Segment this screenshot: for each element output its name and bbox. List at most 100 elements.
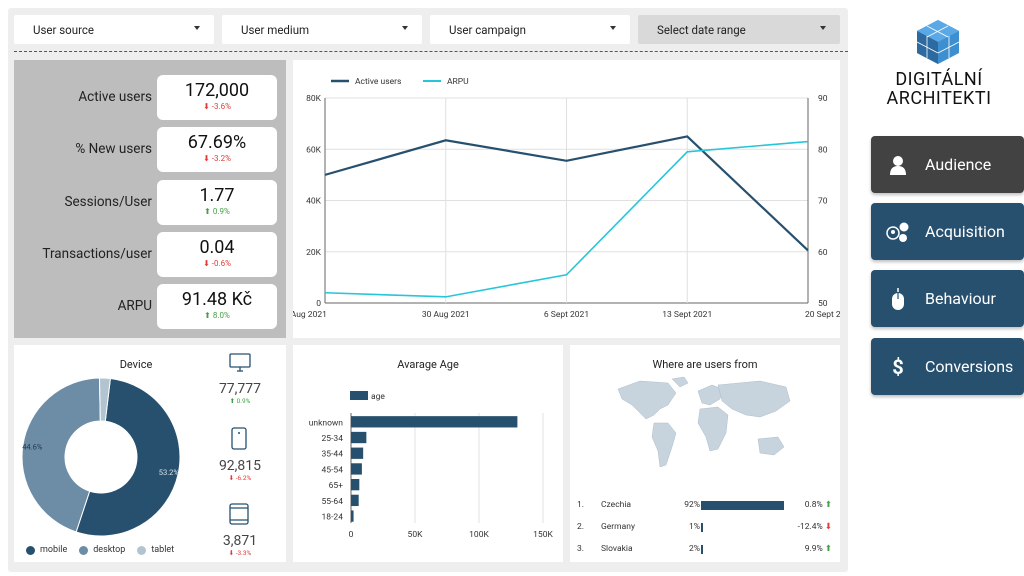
nav-label: Acquisition: [925, 222, 1005, 241]
y-tick-right: 70: [818, 197, 828, 207]
kpi-delta: ⬆ 8.0%: [204, 311, 230, 320]
chevron-down-icon: [402, 26, 408, 30]
x-tick: 23 Aug 2021: [293, 310, 327, 320]
device-delta: ⬆ 0.9%: [229, 397, 251, 405]
geo-rank: 2.: [577, 522, 585, 532]
kpi-panel: Active users 172,000 ⬇ -3.6% % New users …: [14, 60, 286, 338]
geo-share-bar: [701, 523, 703, 532]
x-tick: 100K: [469, 530, 489, 540]
x-tick: 30 Aug 2021: [422, 310, 470, 320]
kpi-card: 0.04 ⬇ -0.6%: [157, 232, 277, 277]
kpi-delta: ⬇ -3.6%: [203, 102, 231, 111]
kpi-delta: ⬇ -0.6%: [203, 259, 231, 268]
geo-country: Germany: [601, 522, 635, 532]
y-tick-left: 40K: [306, 197, 322, 207]
pie-legend: mobile desktop tablet: [26, 545, 174, 555]
y-tick-left: 80K: [306, 94, 322, 104]
kpi-delta: ⬇ -3.2%: [203, 154, 231, 163]
device-pie-chart[interactable]: Device 53.2% 44.6%: [14, 345, 286, 562]
kpi-label: Sessions/User: [64, 194, 152, 210]
dollar-icon: $: [892, 354, 904, 379]
x-tick: 150K: [533, 530, 553, 540]
x-tick: 20 Sept 2021: [805, 310, 840, 320]
user-source-filter[interactable]: User source: [14, 15, 214, 44]
kpi-card: 91.48 Kč ⬆ 8.0%: [157, 284, 277, 329]
nav-behaviour-button[interactable]: Behaviour: [871, 270, 1024, 327]
device-count: 92,815: [218, 458, 262, 474]
bar-65+: [351, 479, 360, 491]
nav-conversions-button[interactable]: $ Conversions: [871, 338, 1024, 395]
chevron-down-icon: [820, 26, 826, 30]
mouse-icon: [871, 287, 925, 311]
bar-title: Avarage Age: [397, 358, 459, 371]
bar-35-44: [351, 447, 364, 459]
y-tick-right: 50: [818, 299, 828, 309]
kpi-label: % New users: [75, 141, 152, 157]
x-tick: 50K: [408, 530, 424, 540]
bar-25-34: [351, 431, 367, 444]
geo-panel: Where are users from 1. Czechia 92% 0.8% ⬆ 2…: [570, 345, 840, 562]
geo-change: -12.4% ⬇: [797, 522, 832, 532]
age-bar-chart[interactable]: Avarage Age age 0 50K 100K 150K unknown 25-34 35…: [293, 345, 563, 562]
user-campaign-filter[interactable]: User campaign: [430, 15, 630, 44]
desktop-icon: [229, 353, 251, 372]
y-tick-right: 60: [818, 248, 828, 258]
nav-label: Behaviour: [925, 289, 996, 308]
bar-18-24: [351, 510, 354, 522]
user-source-label: User source: [33, 22, 94, 37]
kpi-value: 0.04: [199, 237, 235, 258]
y-tick-right: 80: [818, 145, 828, 155]
geo-share-bar: [701, 545, 703, 554]
series-arpu-line: [324, 140, 809, 298]
geo-rank: 3.: [577, 544, 585, 554]
geo-change: 9.9% ⬆: [804, 544, 832, 554]
pie-slice-desktop: [21, 377, 101, 533]
pie-title: Device: [120, 358, 153, 371]
kpi-label: Transactions/user: [42, 246, 152, 262]
world-map[interactable]: [610, 375, 800, 475]
legend-swatch-age: [350, 391, 368, 400]
pie-slice-mobile: [75, 378, 181, 537]
legend-item-desktop: desktop: [79, 545, 125, 555]
brand-line1: DIGITÁLNÍ: [895, 69, 983, 90]
nav-label: Conversions: [925, 357, 1014, 376]
kpi-value: 91.48 Kč: [181, 289, 253, 310]
geo-share: 1%: [688, 522, 700, 532]
brand-logo-icon: [916, 20, 960, 64]
legend-label: age: [371, 392, 385, 402]
acquisition-icon: [871, 221, 925, 243]
device-count: 77,777: [218, 381, 262, 397]
bar-55-64: [351, 494, 359, 507]
kpi-value: 172,000: [184, 80, 250, 101]
device-stat-desktop: 77,777 ⬆ 0.9%: [210, 381, 270, 405]
kpi-card: 172,000 ⬇ -3.6%: [157, 75, 277, 120]
geo-share-bar: [701, 501, 784, 510]
kpi-delta: ⬆ 0.9%: [204, 207, 230, 216]
line-chart-panel: Active users ARPU 0 50 20K 60 40K 70 60K 80 80K 90 2…: [279, 60, 855, 338]
y-tick: 45-54: [322, 465, 344, 475]
nav-audience-button[interactable]: Audience: [871, 136, 1024, 193]
device-count: 3,871: [222, 533, 258, 549]
geo-rank: 1.: [577, 500, 585, 510]
date-range-label: Select date range: [657, 22, 746, 37]
series-active-users-line: [324, 135, 809, 252]
geo-share: 2%: [688, 544, 700, 554]
kpi-card: 1.77 ⬆ 0.9%: [157, 180, 277, 225]
device-stat-mobile: 3,871 ⬇ -3.3%: [210, 533, 270, 557]
date-range-picker[interactable]: Select date range: [638, 15, 840, 44]
legend-label: Active users: [355, 77, 401, 87]
chevron-down-icon: [194, 26, 200, 30]
brand-line2: ARCHITEKTI: [886, 88, 992, 109]
filter-divider: [14, 51, 848, 52]
nav-label: Audience: [925, 155, 992, 174]
pie-slice-tablet: [98, 377, 111, 422]
geo-change: 0.8% ⬆: [804, 500, 832, 510]
y-tick: 18-24: [322, 513, 344, 523]
line-chart[interactable]: Active users ARPU 0 50 20K 60 40K 70 60K 80 80K 90 2…: [279, 60, 855, 338]
nav-acquisition-button[interactable]: Acquisition: [871, 203, 1024, 260]
geo-country: Slovakia: [601, 544, 633, 554]
kpi-value: 67.69%: [187, 132, 247, 153]
device-delta: ⬇ -6.2%: [228, 474, 252, 482]
y-tick: 35-44: [322, 450, 344, 460]
user-medium-filter[interactable]: User medium: [222, 15, 422, 44]
